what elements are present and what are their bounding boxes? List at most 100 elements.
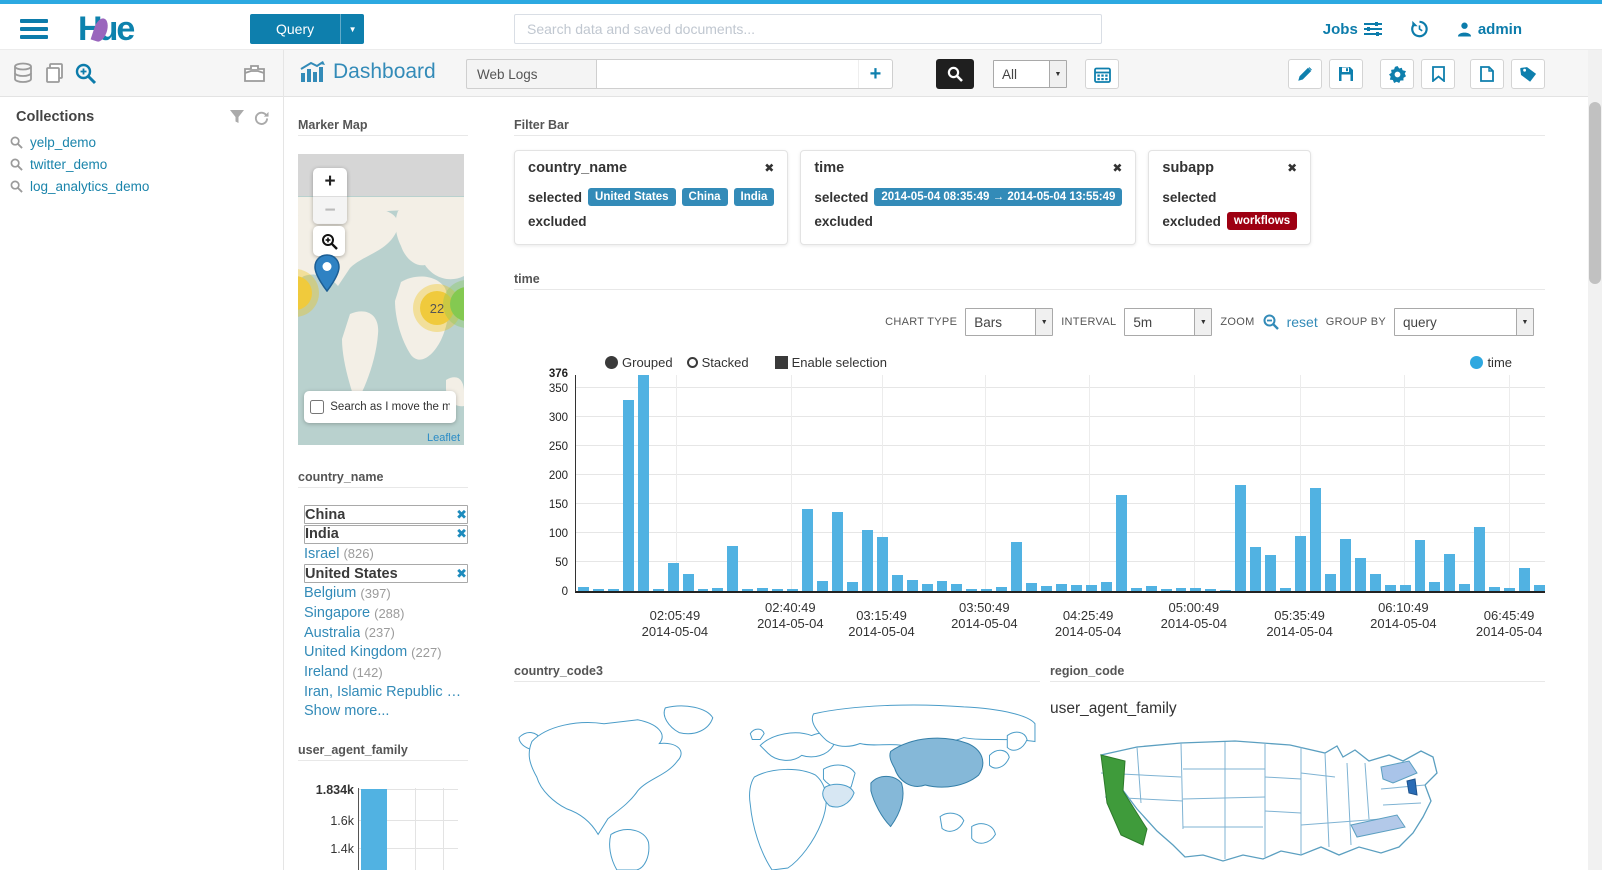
world-choropleth-map[interactable] <box>514 700 1040 870</box>
time-bar[interactable] <box>1265 554 1277 591</box>
time-bar[interactable] <box>1444 554 1456 591</box>
time-bar[interactable] <box>1011 542 1023 591</box>
filter-funnel-icon[interactable] <box>230 110 244 124</box>
map-zoom-in-button[interactable]: + <box>324 171 336 192</box>
add-filter-button[interactable]: + <box>858 60 892 88</box>
time-bar[interactable] <box>772 589 784 591</box>
time-bar[interactable] <box>1235 484 1247 591</box>
marker-map[interactable]: + − 5 22 2 Search as I move the map <box>298 154 464 445</box>
time-bar[interactable] <box>1339 538 1351 591</box>
save-dashboard-button[interactable] <box>1329 59 1363 89</box>
dashboard-search-button[interactable] <box>936 59 974 89</box>
collection-item[interactable]: twitter_demo <box>10 157 107 172</box>
time-bar[interactable] <box>966 589 978 591</box>
remove-filter-icon[interactable]: ✖ <box>456 526 467 542</box>
database-icon[interactable] <box>12 62 34 84</box>
time-bar[interactable] <box>1115 494 1127 591</box>
time-bar[interactable] <box>921 583 933 591</box>
search-assist-icon[interactable] <box>74 62 97 85</box>
country-facet-link[interactable]: Ireland <box>304 664 349 681</box>
scope-select[interactable]: All ▼ <box>993 60 1067 88</box>
settings-button[interactable] <box>1380 59 1414 89</box>
time-bar[interactable] <box>592 589 604 591</box>
search-as-move-checkbox[interactable] <box>310 399 325 415</box>
collection-item[interactable]: log_analytics_demo <box>10 179 149 194</box>
edit-dashboard-button[interactable] <box>1288 59 1322 89</box>
group-by-select[interactable]: query ▼ <box>1394 308 1534 336</box>
time-bar[interactable] <box>1384 585 1396 591</box>
country-facet-link[interactable]: United States <box>305 565 398 582</box>
time-bar[interactable] <box>1100 582 1112 591</box>
documents-icon[interactable] <box>44 62 66 84</box>
time-bar[interactable] <box>1205 589 1217 591</box>
time-bar[interactable] <box>861 529 873 591</box>
map-marker-pin[interactable] <box>314 254 340 292</box>
query-dropdown-caret-icon[interactable]: ▼ <box>340 14 365 44</box>
map-cluster[interactable]: 5 <box>298 276 312 310</box>
time-bar[interactable] <box>817 580 828 591</box>
map-zoom-out-button[interactable]: − <box>313 196 347 224</box>
country-facet-link[interactable]: Singapore <box>304 605 371 621</box>
time-bar[interactable] <box>682 574 694 591</box>
time-bar[interactable] <box>1489 586 1501 591</box>
time-bar[interactable] <box>1369 573 1381 591</box>
time-bar[interactable] <box>936 580 948 591</box>
new-document-button[interactable] <box>1470 59 1504 89</box>
time-bar[interactable] <box>1295 535 1306 591</box>
map-cluster[interactable]: 22 <box>420 291 454 325</box>
remove-filter-icon[interactable]: ✖ <box>456 565 467 581</box>
country-facet-link[interactable]: Israel <box>304 545 340 562</box>
time-bar[interactable] <box>1190 588 1202 591</box>
global-search-input[interactable] <box>514 14 1102 44</box>
history-button[interactable] <box>1410 20 1429 38</box>
country-facet-link[interactable]: Belgium <box>304 585 357 602</box>
filter-value-badge[interactable]: workflows <box>1226 212 1298 230</box>
time-bar[interactable] <box>906 579 918 591</box>
time-bar[interactable] <box>1220 589 1232 591</box>
interval-select[interactable]: 5m ▼ <box>1124 308 1213 336</box>
user-menu[interactable]: admin <box>1457 21 1522 38</box>
time-bar[interactable] <box>712 587 724 591</box>
grouped-radio[interactable]: Grouped <box>605 355 673 370</box>
filter-value-badge[interactable]: United States <box>588 188 676 206</box>
time-bar[interactable] <box>742 589 754 591</box>
country-facet-link[interactable]: India <box>305 526 339 543</box>
time-bar[interactable] <box>667 563 679 591</box>
collection-item[interactable]: yelp_demo <box>10 135 96 150</box>
engine-input[interactable] <box>466 59 597 89</box>
time-bar[interactable] <box>1324 573 1336 591</box>
time-bar[interactable] <box>1041 586 1052 591</box>
jobs-link[interactable]: Jobs <box>1323 21 1382 38</box>
time-bar[interactable] <box>951 583 963 591</box>
us-states-map[interactable] <box>1085 733 1465 870</box>
time-bar[interactable] <box>1534 585 1545 591</box>
remove-filter-icon[interactable]: ✖ <box>456 506 467 522</box>
time-bar[interactable] <box>1309 487 1321 591</box>
zoom-out-icon[interactable] <box>1263 314 1279 330</box>
time-bar[interactable] <box>1130 588 1142 591</box>
date-picker-button[interactable] <box>1085 59 1119 89</box>
query-button-label[interactable]: Query <box>250 14 341 44</box>
time-bar[interactable] <box>1085 584 1097 591</box>
time-bar[interactable] <box>1399 585 1411 591</box>
scrollbar-thumb[interactable] <box>1589 102 1601 284</box>
time-bar[interactable] <box>891 574 903 591</box>
time-bar[interactable] <box>1519 568 1530 591</box>
refresh-icon[interactable] <box>254 110 269 125</box>
close-icon[interactable]: ✖ <box>1112 161 1123 175</box>
time-bar[interactable] <box>831 512 843 591</box>
time-bar[interactable] <box>846 581 858 591</box>
briefcase-icon[interactable] <box>243 62 266 84</box>
dashboard-query-input[interactable] <box>597 60 858 88</box>
filter-value-badge[interactable]: 2014-05-04 08:35:49 → 2014-05-04 13:55:4… <box>874 188 1123 206</box>
map-cluster[interactable]: 2 <box>450 287 464 321</box>
time-bar[interactable] <box>802 509 813 591</box>
tags-button[interactable] <box>1511 59 1545 89</box>
close-icon[interactable]: ✖ <box>764 161 775 175</box>
time-bar[interactable] <box>652 589 664 591</box>
time-bar[interactable] <box>622 399 634 591</box>
country-facet-link[interactable]: Iran, Islamic Republic of ... <box>304 683 468 700</box>
time-bar[interactable] <box>1504 587 1516 591</box>
zoom-reset-link[interactable]: reset <box>1286 314 1318 330</box>
time-bar[interactable] <box>637 375 649 591</box>
